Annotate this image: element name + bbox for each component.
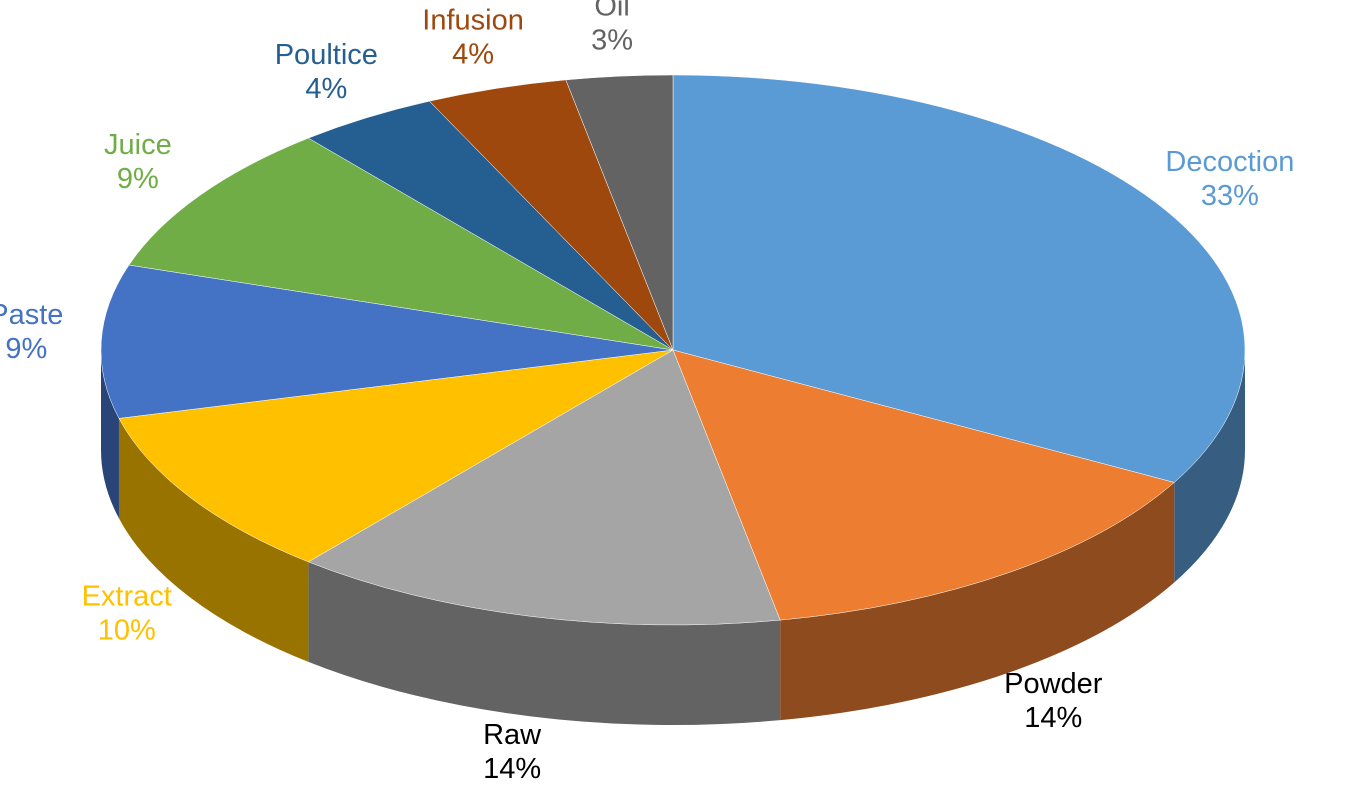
pie-slice	[565, 74, 674, 351]
slice-value-label: 4%	[452, 39, 494, 71]
slice-top	[128, 137, 674, 351]
pie-slice	[128, 137, 674, 351]
slice-side	[101, 350, 119, 519]
slice-value-label: 14%	[1024, 702, 1082, 734]
slice-side	[1174, 350, 1245, 583]
slice-top	[565, 74, 674, 351]
slice-label: Decoction	[1165, 146, 1294, 178]
slice-value-label: 33%	[1201, 180, 1259, 212]
slice-value-label: 10%	[98, 614, 156, 646]
pie-slice	[307, 349, 781, 725]
slice-label: Juice	[104, 129, 172, 161]
slice-top	[118, 349, 674, 563]
slice-label: Raw	[483, 719, 542, 751]
pie-slice	[672, 349, 1175, 721]
pie-slice	[672, 74, 1246, 583]
slice-label: Extract	[82, 580, 172, 612]
slice-top	[307, 349, 781, 626]
slice-value-label: 4%	[305, 73, 347, 105]
slice-side	[308, 561, 781, 725]
slice-value-label: 9%	[5, 333, 47, 365]
slice-side	[780, 482, 1175, 721]
slice-label: Paste	[0, 299, 63, 331]
slice-top	[100, 264, 674, 419]
slice-label: Infusion	[422, 5, 524, 37]
slice-label: Poultice	[275, 39, 378, 71]
pie-slice	[118, 349, 674, 662]
pie-slice	[100, 264, 674, 519]
slice-value-label: 3%	[591, 24, 633, 56]
slice-side	[118, 418, 309, 662]
slice-value-label: 14%	[483, 753, 541, 785]
slice-top	[672, 74, 1246, 483]
slice-top	[672, 349, 1175, 621]
slice-label: Powder	[1004, 668, 1103, 700]
slice-value-label: 9%	[117, 163, 159, 195]
slice-label: Oil	[594, 0, 629, 22]
